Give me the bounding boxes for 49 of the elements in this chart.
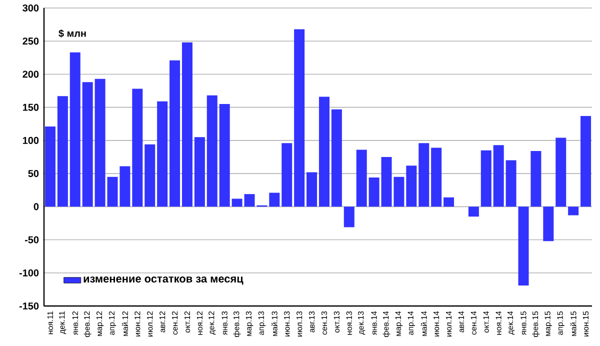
bar (518, 206, 529, 286)
bar (82, 82, 93, 207)
bar (219, 104, 230, 207)
bar (182, 42, 192, 207)
y-tick-label: 100 (22, 136, 39, 144)
bar (344, 206, 354, 228)
y-tick-label: -50 (24, 236, 39, 244)
y-tick-label: 0 (34, 203, 39, 210)
y-tick-label: 300 (22, 4, 39, 12)
y-tick-label: 150 (22, 104, 39, 111)
bar (543, 206, 554, 242)
y-tick-label: -100 (19, 269, 39, 276)
bar (70, 52, 80, 207)
bar (306, 172, 318, 207)
bar (194, 137, 205, 207)
bar (468, 206, 479, 217)
bar (157, 101, 168, 207)
bar (406, 166, 417, 207)
bar (444, 197, 454, 207)
bar (368, 178, 380, 207)
bar (493, 145, 504, 207)
bar (568, 206, 579, 216)
bar (480, 150, 492, 207)
bar (57, 96, 68, 207)
bar (356, 150, 367, 207)
bar (144, 144, 156, 207)
bar (170, 60, 180, 207)
bar (44, 126, 56, 207)
y-tick-label: 50 (28, 170, 39, 178)
bar (282, 143, 292, 207)
bar (294, 29, 305, 207)
y-tick-label: -150 (19, 302, 39, 310)
bar (269, 192, 280, 207)
bar (232, 198, 242, 207)
bar (431, 148, 442, 207)
bar (530, 151, 542, 207)
bar (318, 96, 330, 207)
bar (580, 116, 592, 207)
y-tick-label: 200 (22, 70, 39, 78)
bar (94, 78, 106, 207)
bar (506, 160, 516, 207)
bar (331, 109, 342, 207)
y-tick-label: 250 (22, 38, 39, 45)
legend-label: изменение остатков за месяц (84, 276, 244, 285)
bar (206, 95, 218, 207)
bar (556, 138, 566, 207)
bar (418, 143, 430, 207)
y-axis-title: $ млн (58, 29, 86, 38)
bar (132, 88, 143, 207)
